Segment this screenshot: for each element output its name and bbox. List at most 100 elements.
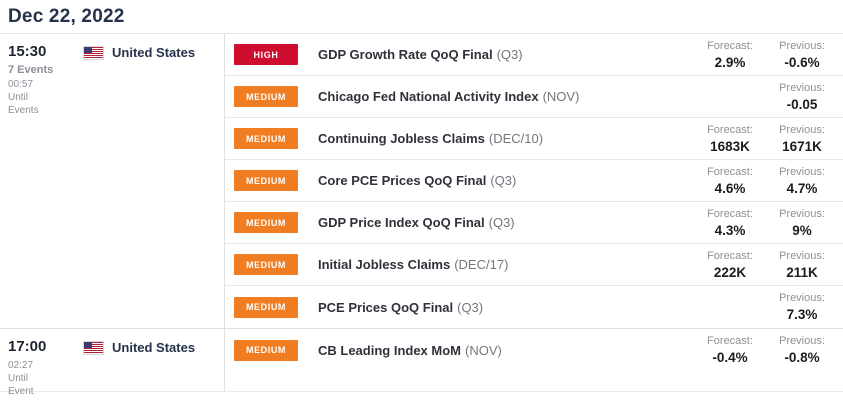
- event-title: Initial Jobless Claims (DEC/17): [318, 257, 509, 272]
- event-period: (Q3): [488, 215, 515, 230]
- previous-cell: Previous: 211K: [767, 250, 837, 280]
- previous-value: -0.8%: [784, 350, 820, 365]
- event-row-continuing-claims[interactable]: MEDIUM Continuing Jobless Claims (DEC/10)…: [225, 118, 843, 160]
- us-flag-icon: [84, 46, 103, 59]
- previous-cell: Previous: 4.7%: [767, 166, 837, 196]
- event-title: Core PCE Prices QoQ Final (Q3): [318, 173, 517, 188]
- previous-label: Previous:: [779, 165, 825, 178]
- calendar-date-header: Dec 22, 2022: [0, 0, 843, 34]
- previous-value: 9%: [792, 222, 812, 238]
- forecast-value: 4.6%: [714, 180, 746, 196]
- event-period: (Q3): [496, 47, 523, 62]
- forecast-label: Forecast:: [707, 165, 753, 178]
- event-period: (NOV): [542, 89, 580, 104]
- until-label: Until: [8, 373, 29, 384]
- forecast-label: Forecast:: [707, 335, 753, 347]
- us-flag-icon: [84, 341, 103, 354]
- previous-cell: Previous: -0.05: [767, 82, 837, 112]
- event-title: GDP Price Index QoQ Final (Q3): [318, 215, 515, 230]
- importance-badge: MEDIUM: [234, 254, 298, 275]
- previous-label: Previous:: [779, 81, 825, 94]
- forecast-label: Forecast:: [707, 249, 753, 262]
- importance-badge: MEDIUM: [234, 128, 298, 149]
- previous-label: Previous:: [779, 39, 825, 52]
- event-row-gdp-price-index[interactable]: MEDIUM GDP Price Index QoQ Final (Q3) For…: [225, 202, 843, 244]
- previous-value: -0.6%: [784, 54, 820, 70]
- importance-badge: MEDIUM: [234, 339, 298, 361]
- event-row-initial-claims[interactable]: MEDIUM Initial Jobless Claims (DEC/17) Fo…: [225, 244, 843, 286]
- event-row-chicago-fed[interactable]: MEDIUM Chicago Fed National Activity Ind…: [225, 76, 843, 118]
- previous-value: 7.3%: [786, 307, 818, 322]
- event-row-gdp-growth[interactable]: HIGH GDP Growth Rate QoQ Final (Q3) Forec…: [225, 34, 843, 76]
- event-title: PCE Prices QoQ Final (Q3): [318, 299, 484, 315]
- event-list: MEDIUM CB Leading Index MoM (NOV) Forecas…: [225, 329, 843, 391]
- forecast-value: 4.3%: [714, 222, 746, 238]
- forecast-cell: Forecast: 2.9%: [693, 40, 767, 70]
- event-period: (Q3): [490, 173, 517, 188]
- event-title: Chicago Fed National Activity Index (NOV): [318, 89, 580, 104]
- event-period: (NOV): [465, 342, 502, 358]
- previous-cell: Previous: 9%: [767, 208, 837, 238]
- country-name: United States: [112, 45, 196, 60]
- until-label: Until: [8, 92, 29, 103]
- forecast-label: Forecast:: [707, 39, 753, 52]
- countdown-timer: 00:57: [8, 79, 34, 90]
- forecast-label: Forecast:: [707, 207, 753, 220]
- importance-badge: HIGH: [234, 44, 298, 65]
- importance-badge: MEDIUM: [234, 296, 298, 318]
- forecast-cell: Forecast: 222K: [693, 250, 767, 280]
- previous-value: 211K: [786, 264, 818, 280]
- previous-label: Previous:: [779, 207, 825, 220]
- previous-label: Previous:: [779, 292, 825, 304]
- forecast-value: 1683K: [710, 138, 750, 154]
- event-row-core-pce[interactable]: MEDIUM Core PCE Prices QoQ Final (Q3) For…: [225, 160, 843, 202]
- forecast-cell: Forecast: 1683K: [693, 124, 767, 154]
- event-period: (DEC/10): [488, 131, 544, 146]
- until-unit-label: Event: [8, 386, 34, 397]
- time-group-info: 17:00 02:27 Until Event United States: [0, 329, 225, 397]
- event-count: 7 Events: [8, 64, 54, 76]
- forecast-label: Forecast:: [707, 123, 753, 136]
- event-title: GDP Growth Rate QoQ Final (Q3): [318, 47, 523, 62]
- event-time: 15:30: [8, 43, 47, 60]
- page-title: Dec 22, 2022: [8, 6, 125, 27]
- calendar-body: 15:30 7 Events 00:57 Until Events United…: [0, 34, 843, 397]
- previous-label: Previous:: [779, 123, 825, 136]
- event-title: CB Leading Index MoM (NOV): [318, 342, 502, 358]
- time-block: 15:30 7 Events 00:57 Until Events: [8, 43, 53, 117]
- time-group-1700: 17:00 02:27 Until Event United States ME…: [0, 329, 843, 397]
- country: United States: [84, 45, 195, 60]
- previous-value: -0.05: [786, 96, 818, 112]
- event-period: (DEC/17): [454, 257, 509, 272]
- previous-value: 4.7%: [786, 180, 818, 196]
- forecast-value: 222K: [713, 264, 747, 280]
- event-time: 17:00: [8, 338, 47, 355]
- event-row-cb-leading-index[interactable]: MEDIUM CB Leading Index MoM (NOV) Forecas…: [225, 329, 843, 371]
- event-title: Continuing Jobless Claims (DEC/10): [318, 131, 544, 146]
- previous-cell: Previous: 7.3%: [767, 292, 837, 322]
- event-row-pce-prices[interactable]: MEDIUM PCE Prices QoQ Final(Q3) Forecast…: [225, 286, 843, 328]
- previous-cell: Previous: -0.6%: [767, 40, 837, 70]
- event-period: (Q3): [457, 299, 484, 315]
- forecast-value: 2.9%: [714, 54, 746, 70]
- importance-badge: MEDIUM: [234, 212, 298, 233]
- previous-label: Previous:: [779, 249, 825, 262]
- previous-value: 1671K: [782, 138, 822, 154]
- importance-badge: MEDIUM: [234, 170, 298, 191]
- forecast-cell: Forecast: 4.3%: [693, 208, 767, 238]
- time-block: 17:00 02:27 Until Event: [8, 338, 46, 398]
- forecast-cell: Forecast: -0.4%: [693, 335, 767, 365]
- countdown-timer: 02:27: [8, 360, 34, 371]
- time-group-info: 15:30 7 Events 00:57 Until Events United…: [0, 34, 225, 328]
- country: United States: [84, 340, 195, 355]
- time-group-1530: 15:30 7 Events 00:57 Until Events United…: [0, 34, 843, 329]
- until-unit-label: Events: [8, 105, 39, 116]
- forecast-cell: Forecast: 4.6%: [693, 166, 767, 196]
- previous-cell: Previous: -0.8%: [767, 335, 837, 365]
- importance-badge: MEDIUM: [234, 86, 298, 107]
- forecast-value: -0.4%: [712, 350, 748, 365]
- country-name: United States: [112, 340, 196, 355]
- event-list: HIGH GDP Growth Rate QoQ Final (Q3) Forec…: [225, 34, 843, 328]
- previous-label: Previous:: [779, 335, 825, 347]
- previous-cell: Previous: 1671K: [767, 124, 837, 154]
